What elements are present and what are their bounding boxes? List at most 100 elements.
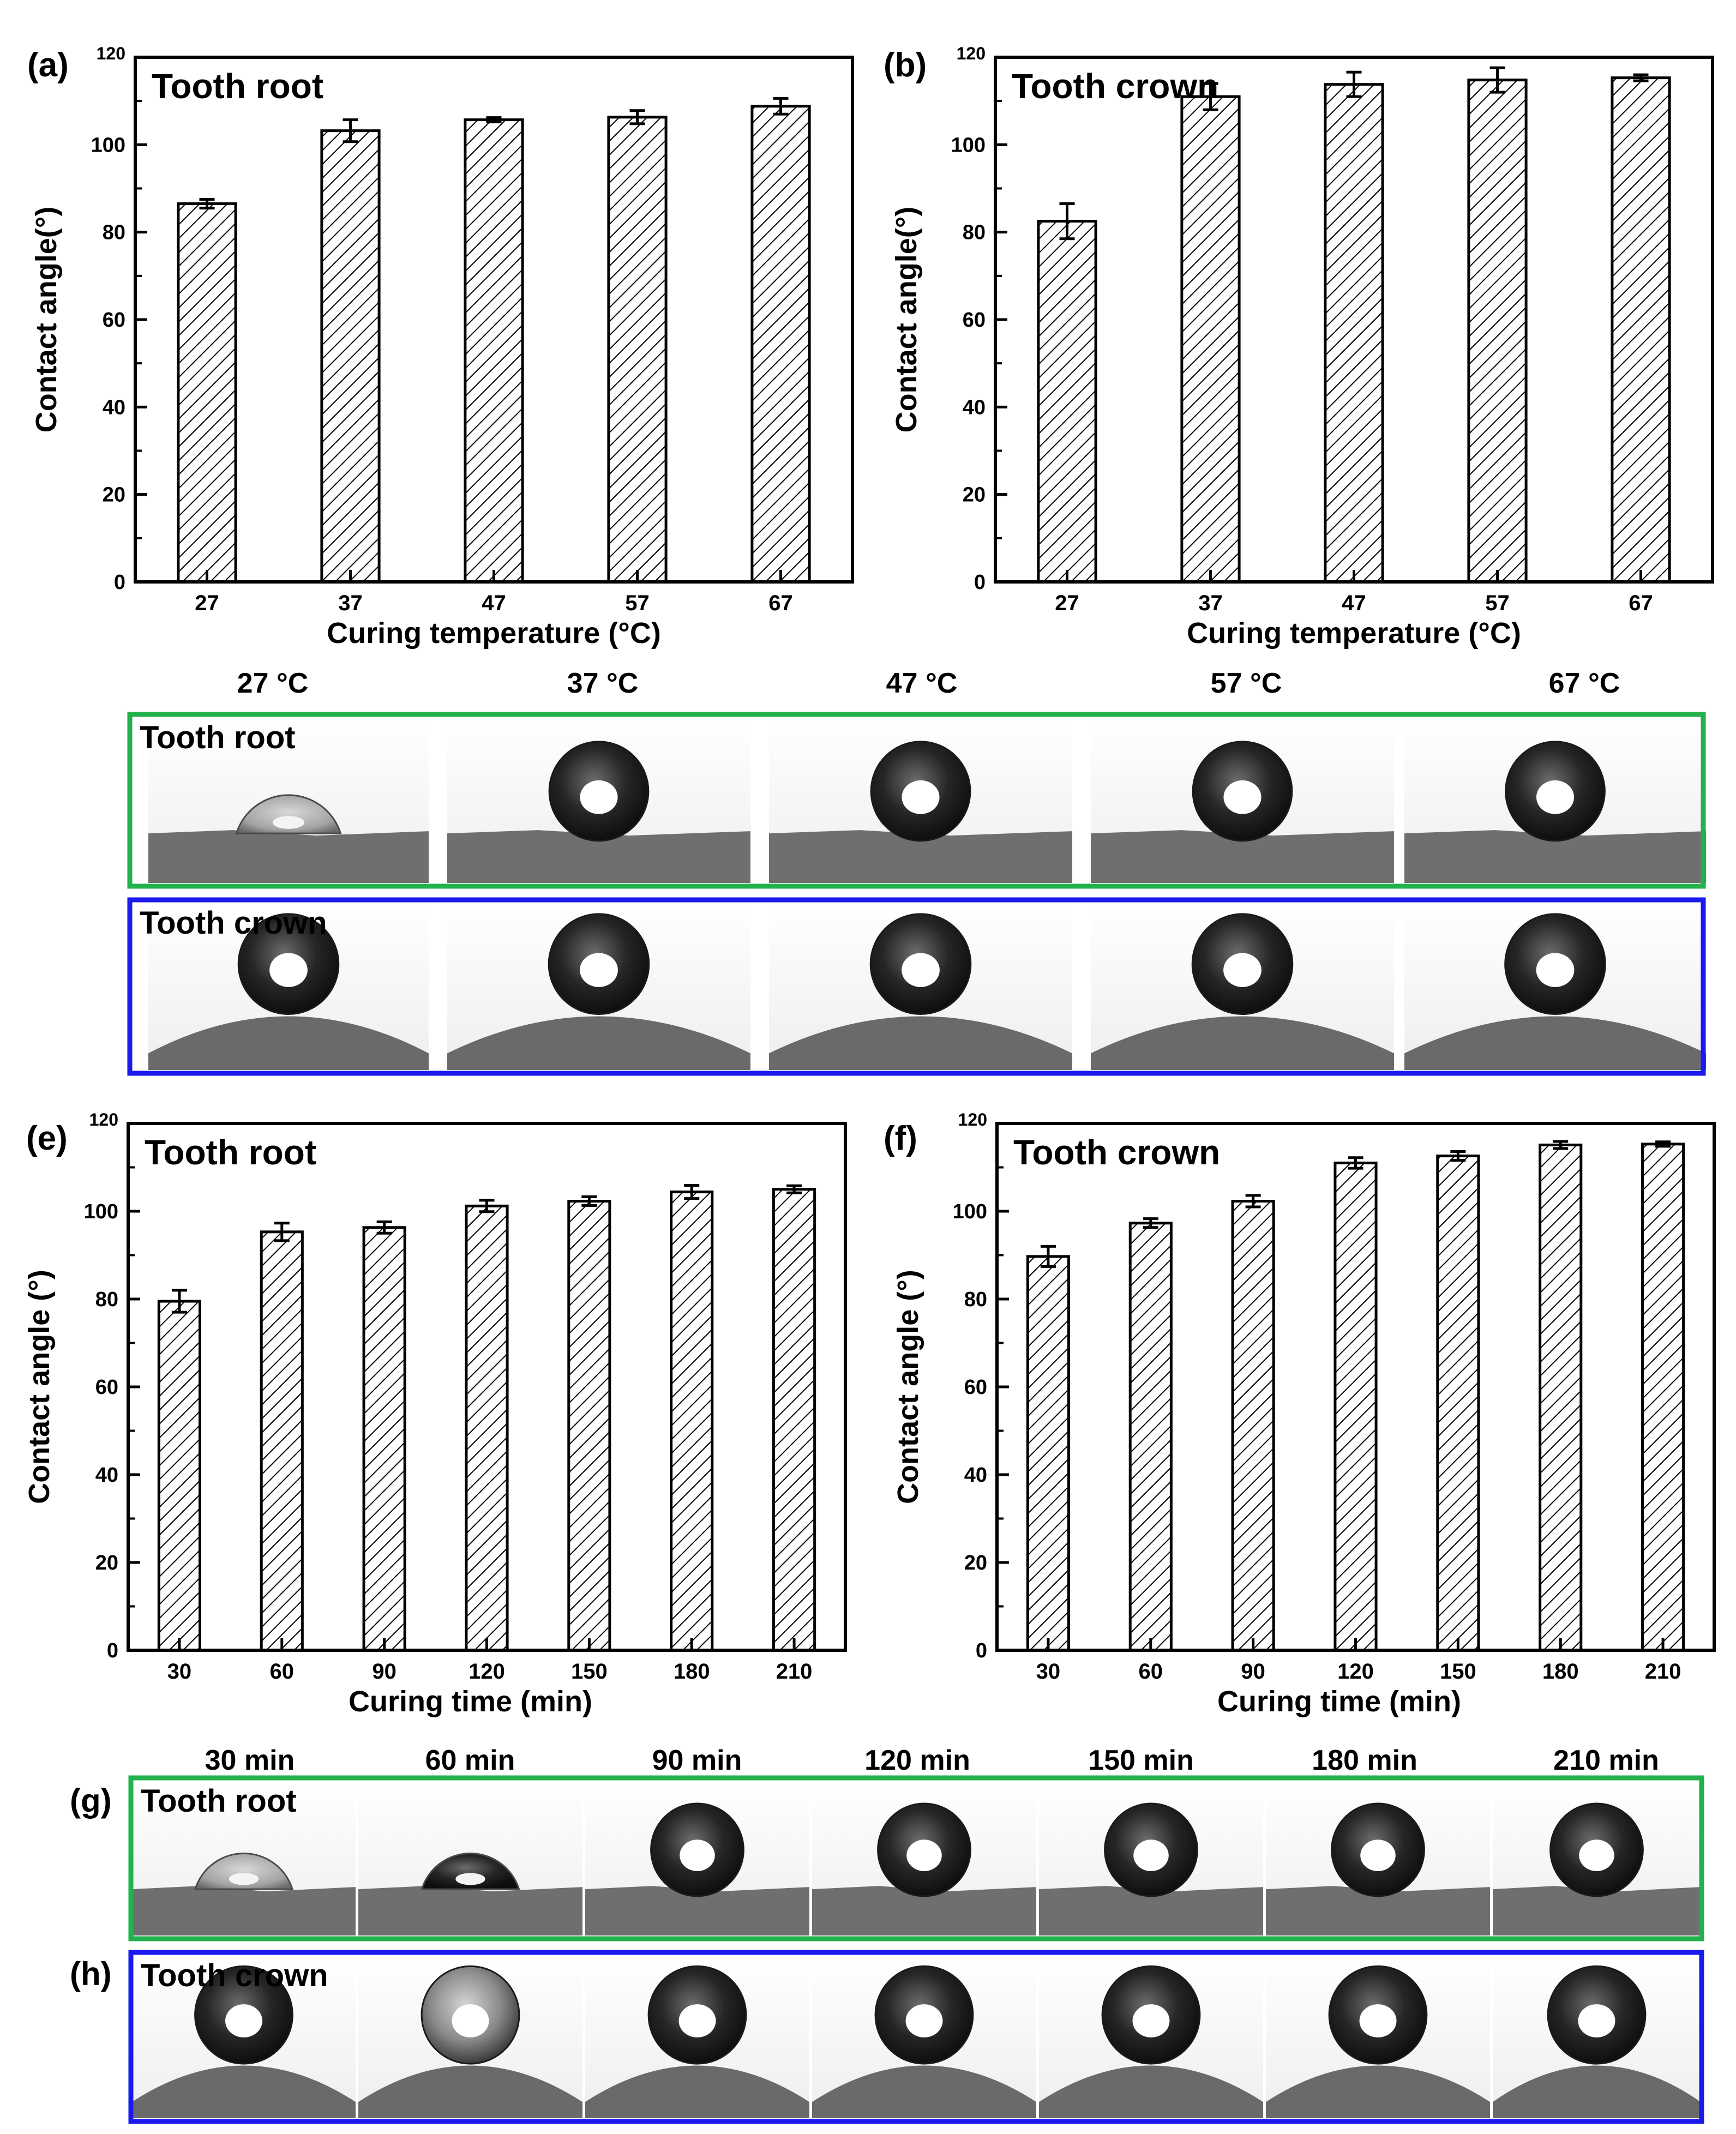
drop-photo-g-6 <box>1266 1781 1490 1935</box>
droplet-highlight <box>452 2004 489 2037</box>
droplet-highlight <box>1132 2004 1170 2037</box>
x-axis-title: Curing time (min) <box>1217 1685 1461 1718</box>
panel-label: (f) <box>884 1120 917 1157</box>
error-bar-120 <box>479 1199 495 1213</box>
drop-photo-d-5 <box>1404 903 1706 1070</box>
drop-photo-h-4 <box>812 1956 1036 2118</box>
y-tick-label: 120 <box>89 1110 118 1129</box>
chart-title: Tooth root <box>145 1133 316 1172</box>
x-tick-label-180: 180 <box>674 1660 710 1684</box>
y-tick-label: 40 <box>103 396 125 419</box>
bar-150 <box>567 1199 611 1652</box>
drop-photo-g-1 <box>132 1781 356 1935</box>
drop-photo-d-2 <box>447 903 750 1070</box>
bar-150 <box>1436 1155 1480 1652</box>
x-axis-title: Curing temperature (°C) <box>327 617 661 650</box>
x-tick-label-47: 47 <box>482 591 506 615</box>
x-tick-label-57: 57 <box>1485 591 1510 615</box>
y-tick-label: 40 <box>963 396 986 419</box>
x-tick-label-27: 27 <box>1055 591 1079 615</box>
substrate <box>447 830 750 883</box>
chart-b: 0 20 40 60 80 100 120 27 37 47 57 67 Curing temperat… <box>884 44 1714 650</box>
droplet-highlight <box>906 1840 942 1871</box>
y-tick-label: 40 <box>964 1464 987 1487</box>
column-label: 180 min <box>1312 1745 1417 1776</box>
droplet-highlight <box>902 780 940 814</box>
substrate <box>812 1886 1036 1935</box>
bar-47 <box>1324 83 1384 584</box>
panel-label: (e) <box>26 1120 68 1157</box>
substrate <box>585 2065 809 2118</box>
photo-row-h: Tooth crown (h) <box>70 1950 1704 2124</box>
y-tick-label: 80 <box>963 221 986 244</box>
drop-photo-h-6 <box>1266 1956 1490 2118</box>
photo-row-frame <box>127 897 1706 1076</box>
y-axis-title: Contact angle(°) <box>890 207 923 433</box>
error-bar-210 <box>786 1184 802 1194</box>
y-tick-label: 60 <box>963 309 986 332</box>
error-bar-90 <box>376 1220 392 1235</box>
panel-label: (h) <box>70 1956 112 1992</box>
x-tick-label-30: 30 <box>1036 1660 1061 1684</box>
error-bar-67 <box>773 97 789 116</box>
substrate <box>148 830 429 883</box>
droplet-highlight <box>229 1873 259 1885</box>
bar-60 <box>260 1230 304 1652</box>
error-bar-150 <box>581 1195 597 1207</box>
x-tick-label-67: 67 <box>768 591 793 615</box>
substrate <box>1404 1016 1706 1070</box>
substrate <box>585 1886 809 1935</box>
x-tick-label-60: 60 <box>270 1660 295 1684</box>
drop-photo-c-4 <box>1091 718 1394 883</box>
bar-30 <box>157 1300 202 1652</box>
substrate <box>1404 830 1706 883</box>
column-label: 27 °C <box>237 668 309 699</box>
y-tick-label: 0 <box>114 571 125 594</box>
drop-photo-h-3 <box>585 1956 809 2118</box>
droplet-highlight <box>902 953 940 987</box>
photo-row-title: Tooth root <box>141 1783 297 1819</box>
drop-photo-g-7 <box>1493 1781 1701 1935</box>
substrate <box>1091 1016 1394 1070</box>
droplet-highlight <box>455 1873 485 1885</box>
x-axis-title: Curing temperature (°C) <box>1187 617 1521 650</box>
y-tick-label: 80 <box>103 221 125 244</box>
substrate <box>1266 1886 1490 1935</box>
drop-photo-h-2 <box>358 1956 582 2118</box>
droplet-highlight <box>1359 2004 1397 2037</box>
error-bar-180 <box>684 1184 700 1200</box>
substrate <box>812 2065 1036 2118</box>
droplet-highlight <box>1223 953 1262 987</box>
substrate <box>358 1886 582 1935</box>
droplet-highlight <box>1536 953 1575 987</box>
x-tick-label-37: 37 <box>338 591 363 615</box>
photo-row-frame <box>127 712 1706 889</box>
bar-180 <box>1539 1143 1583 1652</box>
water-droplet <box>235 794 342 834</box>
error-bar-60 <box>274 1222 290 1242</box>
water-droplet <box>421 1853 520 1890</box>
y-axis-title: Contact angle (°) <box>892 1270 924 1504</box>
photo-row-frame <box>128 1775 1704 1941</box>
panel-label: (a) <box>27 46 69 84</box>
y-tick-label: 100 <box>91 134 125 157</box>
substrate <box>1493 2065 1701 2118</box>
bar-180 <box>670 1191 714 1652</box>
x-tick-label-30: 30 <box>167 1660 192 1684</box>
column-label: 90 min <box>652 1745 742 1776</box>
x-tick-label-150: 150 <box>571 1660 608 1684</box>
droplet-highlight <box>1578 2004 1615 2037</box>
chart-title: Tooth crown <box>1012 67 1218 106</box>
bar-60 <box>1128 1222 1173 1652</box>
drop-photo-c-3 <box>769 718 1072 883</box>
bar-210 <box>1641 1143 1685 1652</box>
panel-label: (g) <box>70 1782 112 1819</box>
photo-panel-time: 30 min 60 min 90 min 120 min 150 min 180 min 2… <box>70 1745 1704 2124</box>
bar-90 <box>362 1226 406 1652</box>
y-tick-label: 100 <box>84 1200 118 1223</box>
drop-photo-g-5 <box>1039 1781 1263 1935</box>
y-tick-label: 0 <box>974 571 986 594</box>
error-bar-57 <box>629 109 645 125</box>
droplet-highlight <box>678 2004 716 2037</box>
photo-row-frame <box>128 1950 1704 2124</box>
